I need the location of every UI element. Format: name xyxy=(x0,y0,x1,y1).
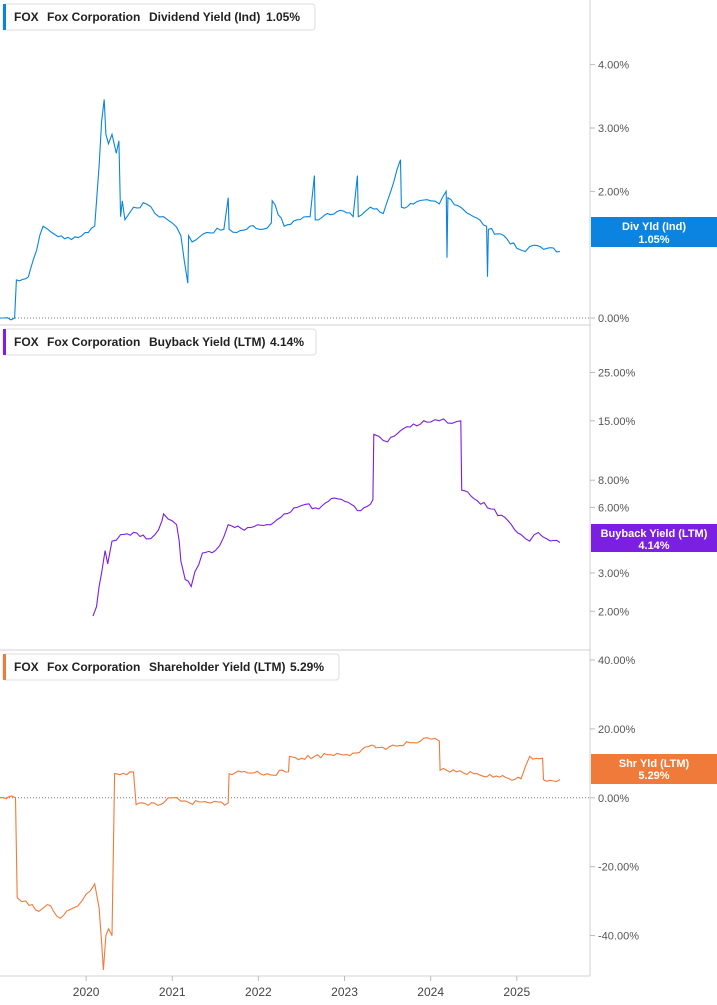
legend-value: 1.05% xyxy=(266,10,300,24)
legend-company: Fox Corporation xyxy=(47,660,140,674)
shareholder-badge: Shr Yld (LTM) 5.29% xyxy=(591,754,717,784)
x-axis: 2020 2021 2022 2023 2024 2025 xyxy=(73,976,530,999)
legend-metric: Dividend Yield (Ind) xyxy=(149,10,260,24)
buyback-y-tick-label: 8.00% xyxy=(598,475,629,487)
dividend-legend: FOX Fox Corporation Dividend Yield (Ind)… xyxy=(2,3,316,31)
legend-color-bar xyxy=(3,4,6,30)
shareholder-legend: FOX Fox Corporation Shareholder Yield (L… xyxy=(2,653,340,681)
buyback-badge: Buyback Yield (LTM) 4.14% xyxy=(591,524,717,552)
chart-frame xyxy=(0,0,591,977)
x-tick-label: 2023 xyxy=(331,985,358,999)
shareholder-y-tick-label: -40.00% xyxy=(598,931,639,943)
shareholder-yield-panel: 40.00% 20.00% 0.00% -20.00% -40.00% FOX Fox … xyxy=(0,653,717,971)
legend-value: 5.29% xyxy=(290,660,324,674)
legend-ticker: FOX xyxy=(14,10,39,24)
dividend-yield-panel: 4.00% 3.00% 2.00% 0.00% FOX Fox Corporation… xyxy=(0,3,717,325)
x-tick-label: 2025 xyxy=(503,985,530,999)
dividend-y-ticks: 4.00% 3.00% 2.00% 0.00% xyxy=(0,60,629,325)
dividend-yield-line xyxy=(0,99,560,321)
badge-value: 1.05% xyxy=(638,234,669,246)
buyback-y-tick-label: 25.00% xyxy=(598,367,636,379)
badge-label: Shr Yld (LTM) xyxy=(619,758,690,770)
buyback-y-ticks: 25.00% 15.00% 8.00% 6.00% 3.00% 2.00% xyxy=(590,367,636,618)
legend-ticker: FOX xyxy=(14,660,39,674)
legend-metric: Shareholder Yield (LTM) xyxy=(149,660,285,674)
dividend-badge: Div Yld (Ind) 1.05% xyxy=(591,217,717,247)
buyback-y-tick-label: 6.00% xyxy=(598,502,629,514)
badge-background xyxy=(591,754,717,784)
badge-background xyxy=(591,217,717,247)
badge-label: Buyback Yield (LTM) xyxy=(601,528,708,540)
buyback-y-tick-label: 15.00% xyxy=(598,416,636,428)
dividend-y-tick-label: 4.00% xyxy=(598,60,629,72)
badge-background xyxy=(591,524,717,552)
badge-value: 5.29% xyxy=(638,770,669,782)
x-tick-label: 2024 xyxy=(417,985,444,999)
shareholder-y-tick-label: 40.00% xyxy=(598,655,636,667)
x-tick-label: 2020 xyxy=(73,985,100,999)
shareholder-y-tick-label: 20.00% xyxy=(598,724,636,736)
dividend-y-tick-label: 2.00% xyxy=(598,186,629,198)
legend-value: 4.14% xyxy=(270,335,304,349)
badge-label: Div Yld (Ind) xyxy=(622,221,686,233)
buyback-legend: FOX Fox Corporation Buyback Yield (LTM) … xyxy=(2,328,317,356)
legend-company: Fox Corporation xyxy=(47,10,140,24)
shareholder-y-tick-label: 0.00% xyxy=(598,793,629,805)
shareholder-y-tick-label: -20.00% xyxy=(598,862,639,874)
legend-color-bar xyxy=(3,654,6,680)
dividend-y-tick-label: 0.00% xyxy=(598,313,629,325)
x-tick-label: 2022 xyxy=(245,985,272,999)
legend-ticker: FOX xyxy=(14,335,39,349)
buyback-yield-line xyxy=(92,418,561,617)
dividend-y-tick-label: 3.00% xyxy=(598,123,629,135)
legend-metric: Buyback Yield (LTM) xyxy=(149,335,265,349)
legend-company: Fox Corporation xyxy=(47,335,140,349)
buyback-yield-panel: 25.00% 15.00% 8.00% 6.00% 3.00% 2.00% FOX Fox… xyxy=(2,328,717,618)
x-tick-label: 2021 xyxy=(159,985,186,999)
legend-color-bar xyxy=(3,329,6,355)
badge-value: 4.14% xyxy=(638,540,669,552)
buyback-y-tick-label: 3.00% xyxy=(598,568,629,580)
shareholder-y-ticks: 40.00% 20.00% 0.00% -20.00% -40.00% xyxy=(0,655,639,943)
buyback-y-tick-label: 2.00% xyxy=(598,606,629,618)
shareholder-yield-line xyxy=(0,737,561,971)
